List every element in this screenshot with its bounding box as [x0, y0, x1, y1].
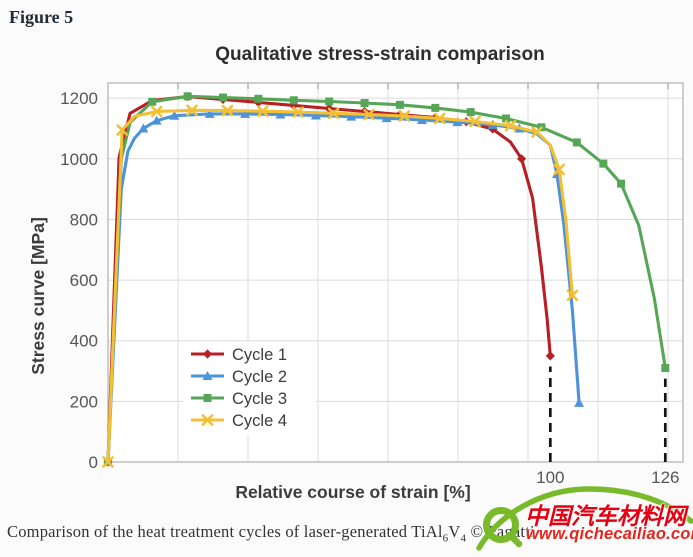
x-marker-icon — [398, 110, 411, 122]
y-tick-label: 200 — [70, 392, 98, 411]
x-marker-icon — [102, 456, 114, 468]
caption-subscript: 4 — [460, 532, 467, 545]
triangle-marker-icon — [240, 108, 251, 118]
y-tick-label: 800 — [70, 210, 98, 229]
car-roof-outline-icon — [476, 486, 693, 551]
triangle-marker-icon — [202, 371, 213, 380]
square-marker-icon — [617, 179, 626, 188]
diamond-marker-icon — [516, 154, 527, 164]
triangle-marker-icon — [381, 113, 392, 123]
watermark-car-logo-icon — [476, 486, 693, 551]
y-axis-title: Stress curve [MPa] — [28, 217, 48, 375]
triangle-marker-icon — [138, 123, 149, 133]
square-marker-icon — [183, 92, 192, 101]
triangle-marker-icon — [275, 109, 286, 119]
x-tick-label: 126 — [651, 468, 679, 487]
y-tick-label: 0 — [89, 453, 98, 472]
square-marker-icon — [661, 364, 670, 373]
triangle-marker-icon — [310, 110, 321, 120]
square-marker-icon — [431, 103, 440, 112]
square-marker-icon — [289, 96, 298, 105]
triangle-marker-icon — [169, 110, 180, 120]
x-axis-title: Relative course of strain [%] — [235, 482, 470, 502]
x-marker-icon — [150, 105, 163, 118]
q-tail-icon — [506, 531, 523, 548]
stress-strain-chart: 0 200 400 600 800 1000 1200 100 126 Qualitative s… — [28, 44, 684, 502]
x-marker-icon — [201, 414, 214, 426]
y-tick-label: 400 — [70, 332, 98, 351]
square-marker-icon — [599, 159, 608, 168]
y-tick-label: 600 — [70, 271, 98, 290]
diamond-marker-icon — [202, 349, 213, 359]
legend-label: Cycle 3 — [232, 390, 287, 408]
square-marker-icon — [395, 100, 404, 109]
y-tick-label: 1000 — [60, 150, 98, 169]
x-marker-icon — [257, 105, 269, 117]
x-marker-icon — [566, 289, 579, 302]
y-tick-label: 1200 — [60, 89, 98, 108]
plot-border — [107, 82, 684, 463]
watermark-site-url: www.qichecailiao.com — [526, 525, 693, 543]
x-tick-label: 100 — [536, 468, 564, 487]
caption-text: Comparison of the heat treatment cycles … — [7, 522, 443, 541]
triangle-marker-icon — [151, 115, 162, 125]
triangle-marker-icon — [204, 108, 215, 118]
x-marker-icon — [327, 107, 340, 120]
watermark-site-name: 中国汽车材料网 — [525, 503, 686, 529]
x-marker-icon — [116, 124, 128, 136]
triangle-marker-icon — [417, 114, 428, 124]
watermark: 中国汽车材料网 www.qichecailiao.com — [471, 484, 693, 557]
square-marker-icon — [325, 97, 334, 106]
square-marker-icon — [572, 138, 581, 147]
legend-label: Cycle 2 — [232, 368, 287, 386]
caption-text: V — [448, 522, 461, 541]
square-marker-icon — [203, 394, 212, 402]
x-marker-icon — [292, 106, 304, 118]
chart-title: Qualitative stress-strain comparison — [215, 44, 544, 65]
triangle-marker-icon — [452, 117, 463, 127]
x-marker-icon — [433, 112, 446, 125]
x-marker-icon — [469, 115, 481, 128]
x-marker-icon — [504, 119, 517, 132]
x-marker-icon — [221, 104, 234, 117]
legend-label: Cycle 4 — [232, 412, 287, 430]
legend-label: Cycle 1 — [232, 346, 287, 364]
triangle-marker-icon — [574, 397, 585, 407]
triangle-marker-icon — [346, 111, 357, 121]
square-marker-icon — [502, 114, 511, 123]
square-marker-icon — [466, 108, 475, 117]
square-marker-icon — [219, 93, 227, 102]
x-marker-icon — [186, 104, 198, 117]
x-marker-icon — [553, 163, 565, 176]
x-marker-icon — [531, 126, 543, 138]
figure-label: Figure 5 — [9, 7, 74, 27]
caption-subscript: 6 — [442, 532, 449, 545]
q-ring-icon — [483, 507, 519, 543]
x-marker-icon — [363, 108, 375, 121]
square-marker-icon — [254, 94, 263, 103]
square-marker-icon — [360, 99, 369, 108]
diamond-marker-icon — [545, 351, 555, 361]
square-marker-icon — [148, 97, 157, 106]
